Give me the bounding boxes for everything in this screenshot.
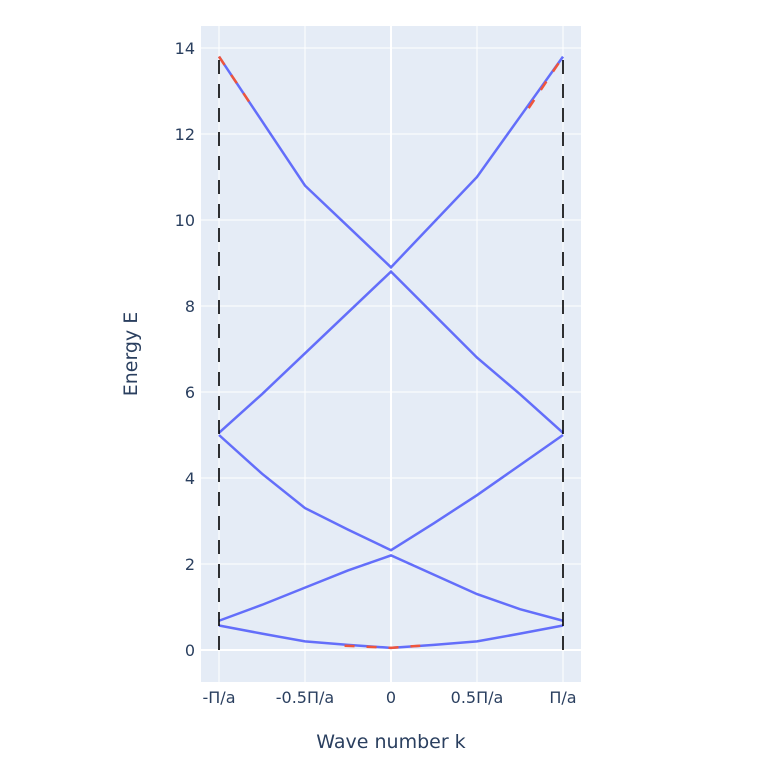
y-axis-title: Energy E [120, 312, 142, 397]
dashed-line [344, 644, 421, 650]
x-axis-title: Wave number k [316, 731, 465, 753]
x-tick-label: 0 [386, 688, 396, 707]
band-line [218, 554, 564, 622]
band-line [218, 269, 564, 434]
x-tick-label: -Π/a [203, 688, 236, 707]
y-tick-label: 4 [185, 469, 195, 488]
y-tick-label: 2 [185, 555, 195, 574]
y-tick-label: 6 [185, 383, 195, 402]
dashed-line [527, 55, 565, 109]
x-tick-label: 0.5Π/a [451, 688, 504, 707]
x-tick-label: -0.5Π/a [276, 688, 334, 707]
band-line [218, 433, 564, 552]
band-line [217, 55, 565, 270]
y-tick-label: 14 [175, 39, 195, 58]
x-axis-ticks: -Π/a -0.5Π/a 0 0.5Π/a Π/a [203, 688, 577, 707]
y-tick-label: 10 [175, 211, 195, 230]
x-tick-label: Π/a [549, 688, 576, 707]
y-tick-label: 12 [175, 125, 195, 144]
y-tick-label: 8 [185, 297, 195, 316]
y-axis-ticks: 0 2 4 6 8 10 12 14 [175, 39, 195, 660]
y-tick-label: 0 [185, 641, 195, 660]
series-group [217, 55, 565, 650]
dashed-line [217, 55, 255, 109]
